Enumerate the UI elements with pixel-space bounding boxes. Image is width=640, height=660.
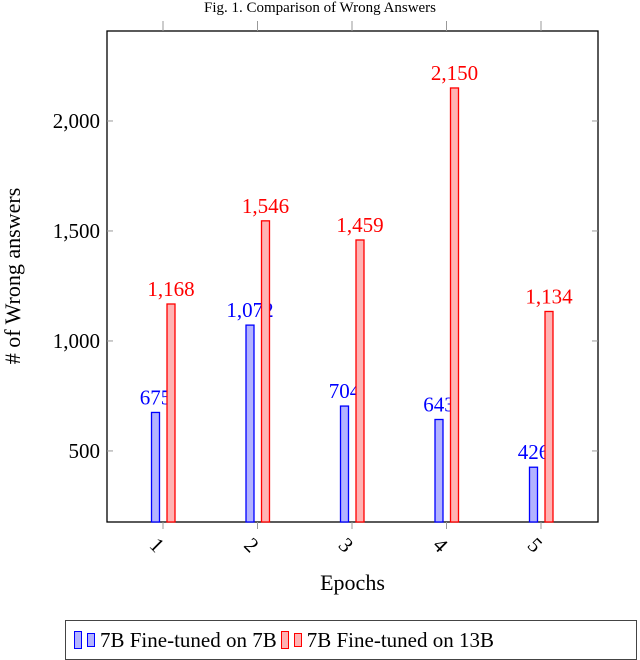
x-tick-label: 1 xyxy=(145,533,169,557)
bar-value-label: 1,168 xyxy=(147,277,194,301)
y-axis-label: # of Wrong answers xyxy=(0,188,25,365)
bar-value-label: 1,134 xyxy=(525,284,573,308)
legend-label: 7B Fine-tuned on 13B xyxy=(306,627,494,652)
x-tick-label: 4 xyxy=(428,533,453,558)
bar xyxy=(449,87,460,523)
y-tick-label: 1,500 xyxy=(53,219,100,243)
bar-value-label: 1,459 xyxy=(336,213,383,237)
bar-value-label: 1,546 xyxy=(242,194,289,218)
bar-value-label: 426 xyxy=(518,440,550,464)
y-tick-label: 2,000 xyxy=(53,109,100,133)
blue-swatch-icon xyxy=(74,631,82,649)
bar-value-label: 2,150 xyxy=(431,61,478,85)
bar xyxy=(150,411,161,523)
figure-caption: Fig. 1. Comparison of Wrong Answers xyxy=(203,0,437,16)
legend-label: 7B Fine-tuned on 7B xyxy=(100,627,277,652)
bar xyxy=(260,220,271,523)
bar-value-label: 675 xyxy=(140,385,172,409)
bar xyxy=(544,310,554,523)
red-swatch-icon xyxy=(280,631,289,649)
bar xyxy=(166,303,176,523)
y-tick-label: 500 xyxy=(69,439,101,463)
red-swatch-icon xyxy=(293,633,302,647)
bar xyxy=(339,405,350,523)
blue-swatch-icon xyxy=(87,633,95,647)
bar xyxy=(355,239,365,523)
chart-legend: 7B Fine-tuned on 7B 7B Fine-tuned on 13B xyxy=(65,620,637,660)
legend-item-7b-on-7b: 7B Fine-tuned on 7B xyxy=(74,628,277,653)
bar xyxy=(434,418,444,523)
x-tick-label: 5 xyxy=(523,533,547,557)
bar xyxy=(528,466,539,523)
y-tick-label: 1,000 xyxy=(53,329,100,353)
x-tick-label: 2 xyxy=(239,533,263,557)
x-axis-label: Epochs xyxy=(320,570,385,595)
bar-value-label: 643 xyxy=(423,392,455,416)
x-tick-label: 3 xyxy=(334,533,358,557)
legend-item-7b-on-13b: 7B Fine-tuned on 13B xyxy=(280,627,494,653)
bar xyxy=(245,324,255,523)
